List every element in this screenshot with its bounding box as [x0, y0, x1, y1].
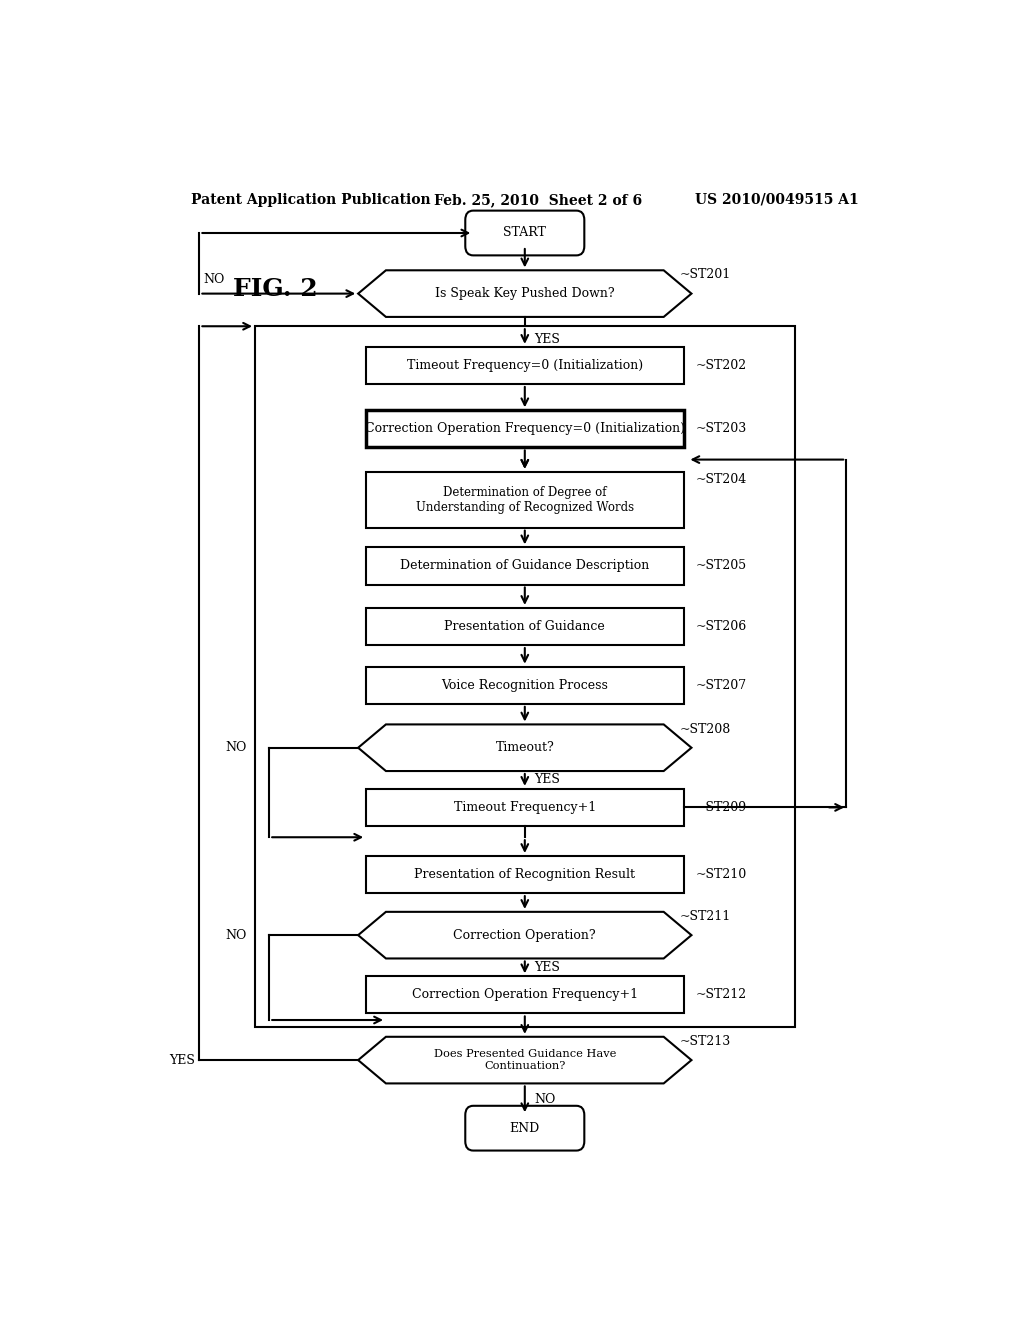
Text: ~ST207: ~ST207 — [695, 678, 746, 692]
Bar — [367, 471, 684, 528]
Polygon shape — [358, 1036, 691, 1084]
Text: YES: YES — [535, 333, 560, 346]
Bar — [367, 347, 684, 384]
Text: ~ST213: ~ST213 — [680, 1035, 731, 1048]
Text: Is Speak Key Pushed Down?: Is Speak Key Pushed Down? — [435, 288, 614, 300]
Text: Correction Operation Frequency=0 (Initialization): Correction Operation Frequency=0 (Initia… — [365, 422, 685, 436]
Text: Correction Operation?: Correction Operation? — [454, 929, 596, 941]
Text: ~ST212: ~ST212 — [695, 989, 746, 1002]
Text: START: START — [504, 227, 546, 239]
Bar — [367, 855, 684, 894]
Bar — [367, 977, 684, 1014]
Bar — [367, 607, 684, 645]
Text: YES: YES — [170, 1053, 196, 1067]
Text: Does Presented Guidance Have
Continuation?: Does Presented Guidance Have Continuatio… — [433, 1049, 616, 1071]
Text: ~ST206: ~ST206 — [695, 620, 746, 634]
Text: US 2010/0049515 A1: US 2010/0049515 A1 — [695, 193, 859, 207]
Text: ~ST203: ~ST203 — [695, 422, 746, 436]
Text: YES: YES — [535, 961, 560, 974]
Text: ~ST209: ~ST209 — [695, 801, 746, 814]
Text: NO: NO — [204, 273, 224, 286]
Text: ~ST204: ~ST204 — [695, 473, 746, 486]
Text: YES: YES — [535, 774, 560, 787]
Bar — [255, 326, 795, 1027]
Text: NO: NO — [535, 1093, 556, 1106]
Polygon shape — [358, 271, 691, 317]
Bar — [367, 789, 684, 826]
Text: Presentation of Recognition Result: Presentation of Recognition Result — [415, 869, 635, 880]
Text: Timeout Frequency=0 (Initialization): Timeout Frequency=0 (Initialization) — [407, 359, 643, 372]
Text: ~ST208: ~ST208 — [680, 722, 731, 735]
Text: FIG. 2: FIG. 2 — [232, 277, 317, 301]
Text: Voice Recognition Process: Voice Recognition Process — [441, 678, 608, 692]
Text: ~ST202: ~ST202 — [695, 359, 746, 372]
FancyBboxPatch shape — [465, 211, 585, 255]
Bar — [367, 667, 684, 704]
Bar — [367, 411, 684, 447]
Text: Timeout Frequency+1: Timeout Frequency+1 — [454, 801, 596, 814]
Text: Determination of Degree of
Understanding of Recognized Words: Determination of Degree of Understanding… — [416, 486, 634, 513]
FancyBboxPatch shape — [465, 1106, 585, 1151]
Text: END: END — [510, 1122, 540, 1135]
Text: ~ST210: ~ST210 — [695, 869, 746, 880]
Text: Timeout?: Timeout? — [496, 742, 554, 754]
Text: ~ST201: ~ST201 — [680, 268, 731, 281]
Polygon shape — [358, 725, 691, 771]
Text: Presentation of Guidance: Presentation of Guidance — [444, 620, 605, 634]
Text: Feb. 25, 2010  Sheet 2 of 6: Feb. 25, 2010 Sheet 2 of 6 — [433, 193, 642, 207]
Text: NO: NO — [225, 742, 247, 754]
Text: ~ST211: ~ST211 — [680, 909, 731, 923]
Text: Determination of Guidance Description: Determination of Guidance Description — [400, 560, 649, 573]
Text: ~ST205: ~ST205 — [695, 560, 746, 573]
Bar — [367, 548, 684, 585]
Text: Correction Operation Frequency+1: Correction Operation Frequency+1 — [412, 989, 638, 1002]
Text: NO: NO — [225, 929, 247, 941]
Polygon shape — [358, 912, 691, 958]
Text: Patent Application Publication: Patent Application Publication — [191, 193, 431, 207]
